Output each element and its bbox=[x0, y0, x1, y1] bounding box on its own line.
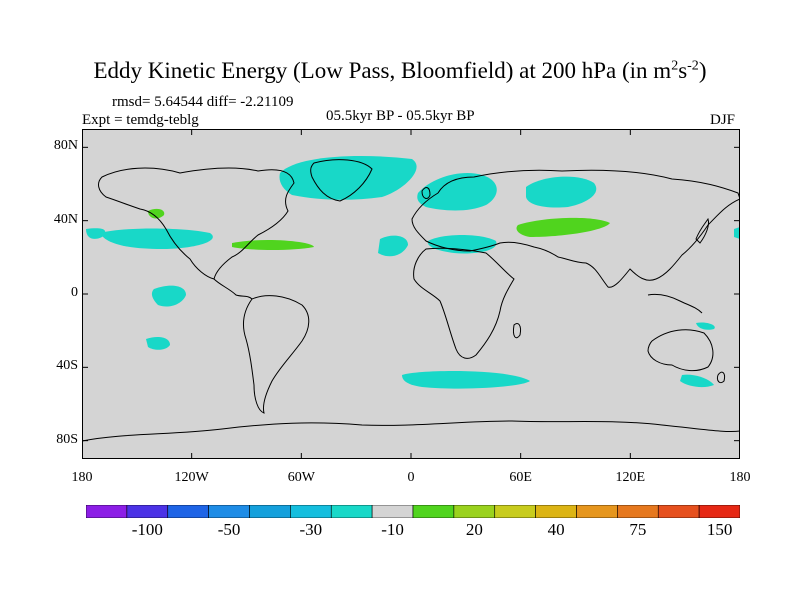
lon-tick-label: 60W bbox=[287, 470, 315, 485]
legend-swatch bbox=[126, 505, 169, 518]
coastlines bbox=[82, 159, 740, 442]
anomaly-region-north-pacific bbox=[100, 228, 213, 249]
coastline-south-america bbox=[243, 295, 310, 414]
anomaly-region-tasman bbox=[696, 322, 715, 330]
coastline-madagascar bbox=[513, 322, 521, 339]
coastline-antarctica bbox=[82, 420, 740, 442]
coastline-central-america bbox=[213, 278, 253, 300]
coastline-africa bbox=[413, 247, 515, 359]
coastline-north-america bbox=[98, 167, 295, 280]
season-label: DJF bbox=[710, 112, 736, 128]
lon-tick-label: 0 bbox=[407, 470, 415, 485]
lat-tick-label: 0 bbox=[71, 285, 78, 300]
coastline-greenland bbox=[310, 159, 373, 202]
coastline-uk bbox=[421, 187, 431, 199]
legend-swatch bbox=[167, 505, 209, 518]
legend-swatch bbox=[208, 505, 250, 518]
lon-tick-label: 180 bbox=[71, 470, 93, 485]
map-panel bbox=[82, 129, 740, 459]
anomaly-region-southern-ocean bbox=[402, 371, 530, 389]
legend-label: 40 bbox=[547, 520, 565, 539]
anomaly-region-north-atlantic bbox=[279, 155, 417, 200]
legend-swatch bbox=[494, 505, 536, 518]
plot-title: Eddy Kinetic Energy (Low Pass, Bloomfiel… bbox=[93, 58, 707, 83]
positive-region-asia-jet bbox=[516, 217, 610, 237]
coastline-new-zealand bbox=[717, 371, 725, 384]
lon-tick-label: 180 bbox=[729, 470, 751, 485]
rmsd-diff-label: rmsd= 5.64544 diff= -2.21109 bbox=[112, 94, 294, 110]
anomaly-region-tropical-pacific bbox=[151, 285, 186, 307]
legend-swatch bbox=[698, 505, 740, 518]
coastline-eurasia bbox=[411, 169, 740, 288]
legend-swatch bbox=[453, 505, 496, 518]
legend-swatch bbox=[576, 505, 618, 518]
anomaly-region-south-pacific bbox=[146, 337, 170, 350]
color-legend-bar bbox=[86, 505, 740, 518]
lon-tick-label: 120W bbox=[174, 470, 209, 485]
legend-label: 75 bbox=[629, 520, 647, 539]
legend-swatch bbox=[535, 505, 577, 518]
anomaly-region-atlantic-mid bbox=[378, 235, 408, 257]
positive-region-alaska bbox=[148, 208, 165, 219]
anomaly-region-australia-east bbox=[680, 374, 714, 388]
lat-tick-label: 80S bbox=[56, 431, 78, 447]
legend-swatch bbox=[86, 505, 128, 518]
lon-tick-label: 60E bbox=[509, 470, 532, 485]
lat-tick-label: 80N bbox=[53, 138, 78, 154]
anomaly-region-europe bbox=[417, 173, 497, 211]
legend-swatch bbox=[330, 505, 373, 518]
anomaly-region-pacific-east bbox=[86, 228, 106, 239]
coastline-australia bbox=[647, 329, 714, 372]
legend-swatch bbox=[617, 505, 659, 518]
period-label: 05.5kyr BP - 05.5kyr BP bbox=[326, 108, 475, 124]
legend-swatch bbox=[412, 505, 455, 518]
anomaly-region-west-pacific-edge bbox=[734, 227, 740, 239]
coastline-indonesia bbox=[647, 294, 703, 314]
anomaly-regions bbox=[86, 155, 740, 389]
legend-label: -50 bbox=[217, 520, 241, 539]
legend-label: -30 bbox=[299, 520, 323, 539]
anomaly-region-siberia bbox=[526, 176, 597, 208]
map-ticks bbox=[82, 129, 740, 459]
lon-tick-label: 120E bbox=[615, 470, 646, 485]
legend-label: 20 bbox=[465, 520, 483, 539]
legend-swatch bbox=[249, 505, 291, 518]
lat-tick-label: 40S bbox=[56, 358, 78, 374]
legend-swatch bbox=[657, 505, 700, 518]
legend-swatch bbox=[371, 505, 414, 518]
positive-regions bbox=[148, 208, 610, 250]
coastline-japan bbox=[695, 217, 709, 244]
map-background bbox=[82, 129, 740, 459]
legend-label: 150 bbox=[706, 520, 733, 539]
legend-swatch bbox=[290, 505, 332, 518]
lat-tick-label: 40N bbox=[53, 211, 78, 227]
experiment-label: Expt = temdg-teblg bbox=[82, 112, 199, 128]
positive-region-atlantic-jet bbox=[232, 240, 314, 250]
legend-label: -10 bbox=[381, 520, 404, 539]
legend-label: -100 bbox=[131, 520, 163, 539]
